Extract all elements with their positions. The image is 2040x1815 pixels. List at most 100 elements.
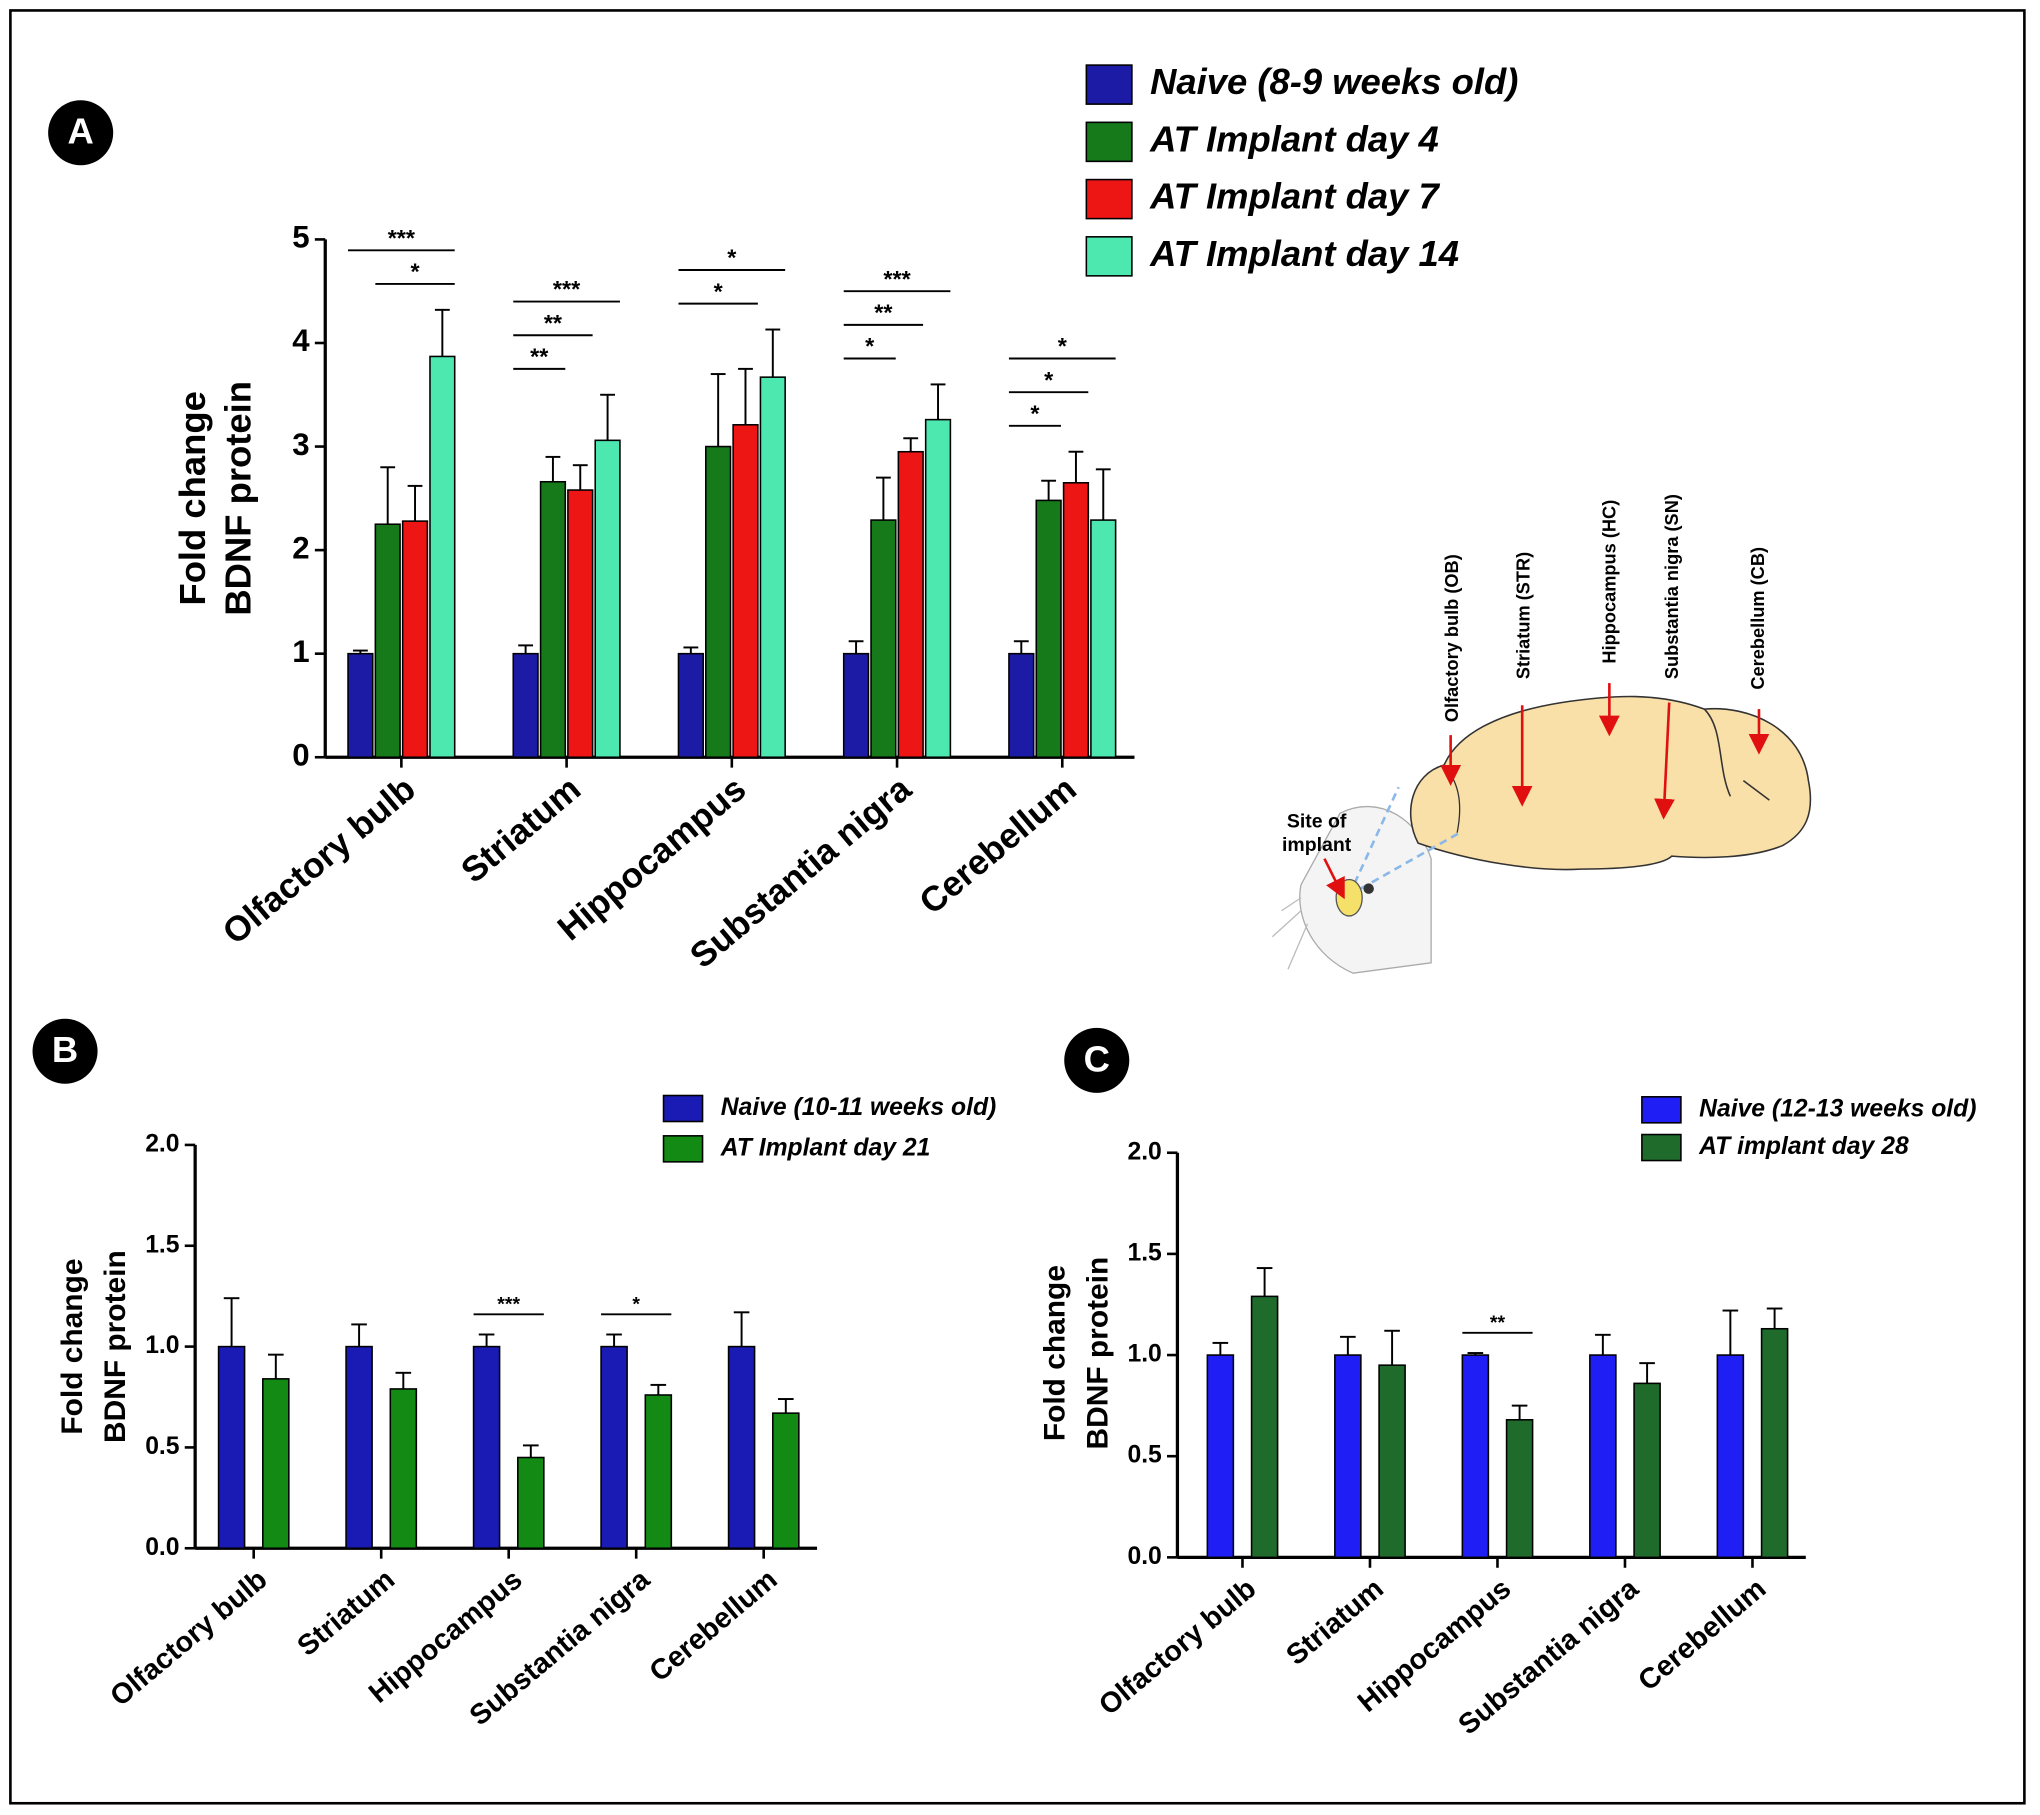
bar xyxy=(1461,1354,1490,1559)
region-label: Olfactory bulb (OB) xyxy=(1442,554,1462,722)
bar xyxy=(600,1345,628,1550)
legend-label: AT implant day 28 xyxy=(1698,1133,1909,1160)
legend-swatch xyxy=(662,1135,704,1163)
bar xyxy=(1505,1419,1534,1559)
y-tick-label: 0.5 xyxy=(145,1433,180,1460)
bar xyxy=(594,439,621,759)
rat-eye xyxy=(1363,883,1374,894)
bar xyxy=(1378,1364,1406,1559)
legend-swatch xyxy=(1085,64,1133,105)
y-axis-label: Fold change xyxy=(56,1259,89,1435)
bar xyxy=(1633,1382,1661,1559)
site-label: implant xyxy=(1282,834,1352,856)
legend-label: Naive (8-9 weeks old) xyxy=(1150,61,1518,102)
arrow xyxy=(1654,702,1675,820)
panel-label: C xyxy=(1084,1038,1110,1079)
whiskers xyxy=(1271,897,1309,970)
bar xyxy=(472,1345,501,1550)
panel-badge xyxy=(32,1018,98,1084)
legend-swatch xyxy=(1085,236,1133,277)
bar xyxy=(897,450,924,759)
significance-label: * xyxy=(865,333,875,359)
significance-label: *** xyxy=(553,276,581,302)
legend-label: Naive (10-11 weeks old) xyxy=(721,1094,997,1121)
y-tick-label: 2 xyxy=(292,530,309,565)
region-label: Substantia nigra (SN) xyxy=(1662,494,1682,679)
panel-label: A xyxy=(68,111,94,152)
y-tick-label: 1.5 xyxy=(145,1231,180,1258)
y-axis-label: Fold change xyxy=(1038,1265,1071,1441)
significance-label: *** xyxy=(883,266,911,292)
legend-label: AT Implant day 4 xyxy=(1149,118,1439,159)
bar xyxy=(759,376,786,759)
panel-badge xyxy=(1064,1027,1130,1093)
y-tick-label: 1.0 xyxy=(1127,1341,1161,1368)
significance-label: * xyxy=(632,1294,640,1316)
bar xyxy=(1760,1327,1789,1559)
region-label: Cerebellum (CB) xyxy=(1748,547,1768,690)
bar xyxy=(644,1394,673,1550)
brain-fold xyxy=(1703,708,1770,801)
bar xyxy=(1250,1295,1279,1559)
panel-badge xyxy=(48,100,114,166)
bar xyxy=(705,445,732,759)
significance-label: * xyxy=(727,245,737,271)
significance-label: * xyxy=(1030,400,1040,426)
y-tick-label: 1.5 xyxy=(1127,1239,1162,1266)
y-tick-label: 3 xyxy=(292,427,309,462)
bar xyxy=(1090,519,1117,759)
legend-swatch xyxy=(662,1094,704,1123)
bar xyxy=(567,489,594,759)
y-tick-label: 5 xyxy=(292,220,309,255)
y-tick-label: 1 xyxy=(292,634,309,669)
significance-label: ** xyxy=(530,344,549,370)
y-axis-label: Fold change xyxy=(172,391,213,605)
bar xyxy=(539,480,567,759)
bar xyxy=(374,523,401,759)
bar xyxy=(347,652,374,759)
significance-label: ** xyxy=(544,310,563,336)
legend-label: AT Implant day 21 xyxy=(720,1134,931,1161)
legend-label: AT Implant day 7 xyxy=(1149,176,1440,217)
arrow xyxy=(1323,858,1345,900)
bar xyxy=(870,519,897,759)
legend-label: AT Implant day 14 xyxy=(1149,233,1459,274)
bar xyxy=(1035,499,1062,759)
bar xyxy=(1716,1354,1745,1559)
legend-swatch xyxy=(1085,121,1133,163)
bar xyxy=(1206,1354,1235,1559)
brain xyxy=(1410,695,1812,871)
bar xyxy=(429,355,456,759)
region-label: Striatum (STR) xyxy=(1514,552,1534,679)
significance-label: ** xyxy=(1490,1312,1506,1334)
panel-label: B xyxy=(52,1029,78,1070)
site-label: Site of xyxy=(1287,810,1347,832)
bar xyxy=(732,424,759,759)
y-axis-label: BDNF protein xyxy=(217,381,258,616)
implant-site xyxy=(1335,878,1363,917)
legend-swatch xyxy=(1641,1133,1682,1162)
y-tick-label: 2.0 xyxy=(145,1130,179,1157)
significance-label: *** xyxy=(388,225,416,251)
bar xyxy=(924,418,952,759)
y-tick-label: 2.0 xyxy=(1127,1138,1161,1165)
y-tick-label: 1.0 xyxy=(145,1332,179,1359)
region-label: Hippocampus (HC) xyxy=(1599,500,1619,664)
bar xyxy=(512,652,539,759)
bar xyxy=(345,1345,373,1550)
bar xyxy=(262,1378,290,1550)
y-tick-label: 0.0 xyxy=(145,1534,179,1561)
significance-label: ** xyxy=(874,300,893,326)
brain-diagram: Olfactory bulb (OB) Striatum (STR) Hippo… xyxy=(1271,494,1812,974)
significance-label: * xyxy=(714,278,724,304)
bar xyxy=(677,652,704,759)
significance-label: * xyxy=(410,259,420,285)
bar xyxy=(1008,652,1035,759)
bar xyxy=(842,652,870,759)
significance-label: *** xyxy=(497,1294,520,1316)
bar xyxy=(727,1345,756,1550)
bar xyxy=(217,1345,246,1550)
y-tick-label: 0.5 xyxy=(1127,1442,1162,1469)
implant-path xyxy=(1348,831,1461,897)
